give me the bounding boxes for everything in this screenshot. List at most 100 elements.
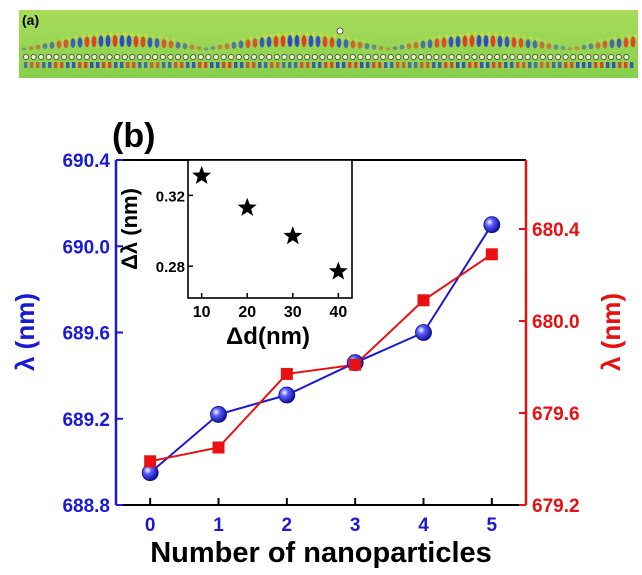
field-band: [138, 62, 142, 68]
series-lines: [149, 224, 493, 474]
nanoparticle: [608, 54, 615, 60]
field-band: [84, 62, 88, 68]
field-lobe: [382, 42, 386, 47]
nanoparticle: [152, 54, 159, 60]
field-lobe: [221, 40, 225, 46]
field-lobe: [175, 41, 181, 49]
field-band: [606, 62, 610, 68]
nanoparticle: [342, 54, 349, 60]
field-lobe: [539, 41, 545, 49]
field-lobe: [63, 39, 69, 49]
field-lobe: [361, 38, 365, 43]
nanoparticle: [23, 54, 29, 60]
nanoparticle: [336, 27, 344, 35]
field-lobe: [133, 35, 139, 48]
field-lobe: [56, 40, 62, 49]
field-lobe: [123, 31, 127, 37]
field-band: [396, 62, 400, 68]
field-lobe: [445, 33, 449, 39]
field-band: [324, 62, 328, 68]
inset-star-point: [328, 261, 348, 280]
field-band: [402, 62, 406, 68]
field-lobe: [287, 35, 293, 48]
nanoparticle: [372, 54, 379, 60]
field-lobe: [431, 35, 435, 41]
field-lobe: [452, 33, 456, 38]
field-lobe: [525, 39, 531, 49]
nanoparticle: [45, 54, 52, 60]
field-lobe: [490, 35, 496, 48]
nanoparticle: [129, 54, 136, 60]
panel-a-field-map: (a): [19, 10, 638, 78]
nanoparticle: [106, 54, 113, 60]
field-lobe: [291, 31, 295, 37]
field-lobe: [504, 36, 510, 48]
field-lobe: [84, 36, 90, 48]
field-lobe: [592, 39, 596, 45]
field-lobe: [518, 38, 524, 48]
field-lobe: [557, 40, 561, 46]
field-lobe: [368, 39, 372, 44]
field-lobe: [497, 35, 503, 48]
inset-y-tick-label: 0.32: [156, 188, 185, 205]
nanoparticle: [38, 54, 45, 60]
field-lobe: [214, 42, 218, 47]
nanoparticle: [456, 54, 463, 60]
field-band: [414, 62, 418, 68]
field-lobe: [242, 37, 246, 42]
field-band: [174, 62, 178, 68]
field-lobe: [32, 42, 36, 47]
field-band: [384, 62, 388, 68]
nanoparticle: [486, 54, 493, 60]
blue-data-point: [210, 406, 227, 423]
field-band: [522, 62, 526, 68]
field-lobe: [284, 32, 288, 37]
field-lobe: [102, 32, 106, 37]
field-lobe: [298, 31, 302, 37]
nanoparticle: [448, 54, 455, 60]
field-lobe: [249, 35, 253, 41]
field-band: [276, 62, 280, 68]
field-band: [486, 62, 490, 68]
field-lobe: [357, 41, 363, 49]
field-band: [204, 62, 208, 68]
x-tick-label: 2: [282, 515, 293, 536]
field-band: [438, 62, 442, 68]
nanoparticle: [479, 54, 485, 60]
field-lobe: [466, 32, 470, 37]
x-tick-label: 1: [213, 515, 224, 536]
field-band: [468, 62, 472, 68]
field-band: [72, 62, 76, 68]
field-band: [66, 62, 70, 68]
x-tick-label: 5: [487, 515, 498, 536]
blue-data-point: [141, 464, 159, 482]
field-lobe: [434, 38, 440, 48]
nanoparticle: [570, 54, 577, 60]
field-lobe: [424, 37, 428, 42]
field-lobe: [273, 35, 279, 48]
nanoparticle: [577, 54, 584, 60]
field-lobe: [511, 37, 517, 48]
nanoparticle: [76, 54, 83, 60]
nanoparticle: [144, 54, 151, 60]
field-band: [48, 62, 52, 68]
nanoparticle: [281, 54, 288, 60]
field-band: [300, 62, 304, 68]
blue-data-point: [346, 354, 364, 372]
field-lobe: [413, 41, 419, 49]
nanoparticle: [83, 54, 90, 60]
field-lobe: [144, 33, 148, 38]
field-band: [594, 62, 598, 68]
inset-frame: [187, 159, 353, 299]
field-band: [288, 62, 292, 68]
nanoparticle: [410, 54, 417, 60]
field-band: [372, 62, 376, 68]
field-lobe: [95, 32, 99, 37]
field-band: [144, 62, 148, 68]
nanoparticle: [121, 54, 128, 60]
field-lobe: [473, 31, 477, 37]
nanoparticle: [235, 54, 242, 60]
field-lobe: [224, 43, 230, 50]
field-lobe: [616, 38, 622, 48]
nanoparticle: [99, 54, 105, 60]
